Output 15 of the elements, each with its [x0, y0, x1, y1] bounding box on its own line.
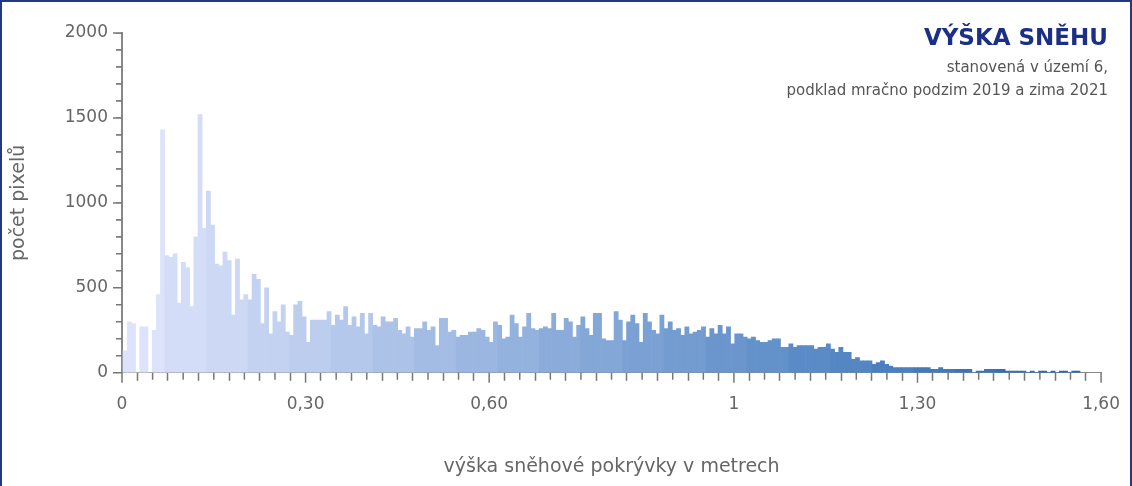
x-tick-label: 0,60: [470, 393, 509, 414]
y-tick-label: 1500: [64, 106, 108, 127]
x-tick-label: 1,30: [898, 393, 937, 414]
y-tick-label: 0: [97, 361, 108, 382]
y-tick-label: 2000: [64, 21, 108, 42]
x-tick-label: 1: [728, 393, 740, 414]
y-axis-title: počet pixelů: [6, 144, 29, 262]
y-tick-label: 500: [75, 276, 108, 297]
x-axis-title: výška sněhové pokrývky v metrech: [443, 453, 780, 476]
chart-title: VÝŠKA SNĚHU: [923, 24, 1108, 50]
x-tick-label: 0: [116, 393, 128, 414]
y-tick-label: 1000: [64, 191, 108, 212]
x-tick-label: 1,60: [1082, 393, 1120, 414]
x-tick-label: 0,30: [286, 393, 325, 414]
text: stanovená v území 6, podklad mračno podzim 2019 a zima 2021: [786, 57, 1108, 101]
